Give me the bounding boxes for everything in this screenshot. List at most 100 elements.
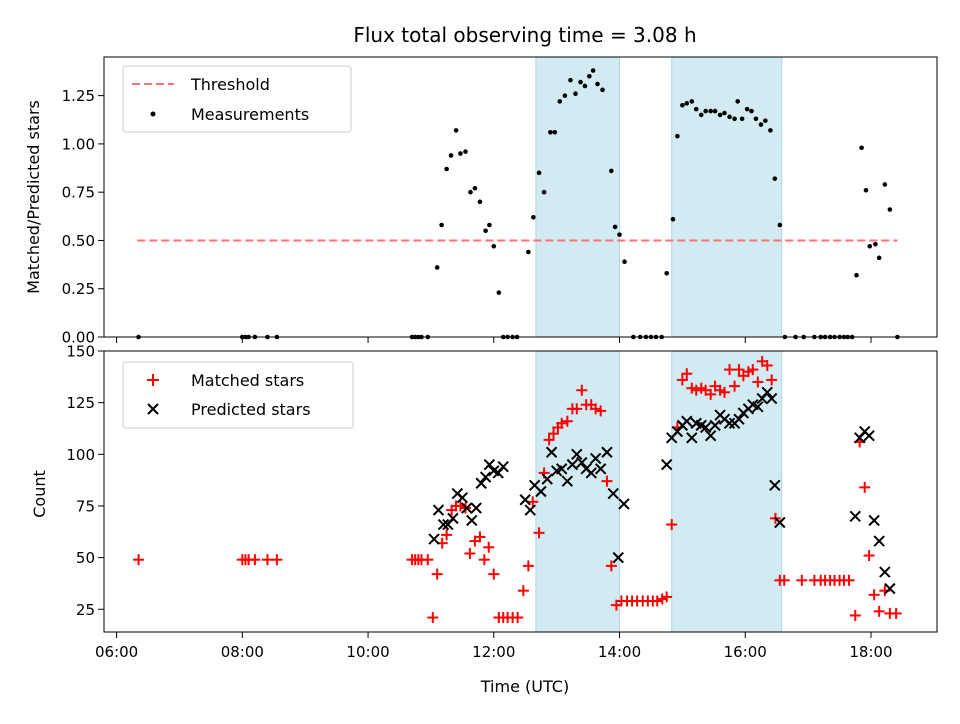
predicted-star-point-1: [428, 533, 440, 545]
predicted-star-point-21: [541, 473, 553, 485]
matched-star-point-73: [719, 386, 731, 398]
measurement-point-44: [590, 68, 596, 73]
predicted-star-point-3: [437, 518, 450, 531]
count-legend: Matched stars Predicted stars: [122, 361, 354, 429]
matched-star-point-79: [747, 364, 759, 376]
ratio-shaded-interval-2: [671, 56, 783, 338]
measurement-point-94: [854, 272, 859, 278]
count-axes-frame: [103, 350, 938, 633]
predicted-star-point-59: [765, 392, 778, 405]
matched-star-point-41: [561, 415, 573, 427]
measurement-point-77: [758, 122, 764, 127]
predicted-star-point-27: [571, 448, 583, 461]
measurement-point-39: [568, 77, 573, 83]
matched-star-point-74: [724, 364, 736, 376]
measurement-point-62: [689, 99, 695, 104]
ratio-y-tick-label: 1.00: [62, 135, 95, 153]
measurement-point-24: [487, 222, 492, 228]
predicted-star-point-28: [576, 456, 588, 469]
predicted-star-point-32: [594, 463, 607, 475]
predicted-star-point-37: [660, 458, 673, 471]
measurement-point-23: [483, 228, 488, 234]
predicted-star-point-9: [466, 514, 478, 527]
measurement-point-31: [526, 249, 531, 255]
count-x-tick-label: 06:00: [95, 643, 138, 661]
measurement-point-69: [722, 110, 727, 116]
ratio-legend: Threshold Measurements: [122, 65, 352, 133]
matched-star-point-7: [271, 554, 283, 566]
predicted-star-point-20: [535, 485, 547, 498]
measurement-point-96: [863, 187, 869, 193]
measurement-point-49: [617, 232, 622, 237]
measurement-point-74: [744, 106, 750, 112]
measurement-point-20: [468, 189, 473, 195]
matched-star-point-99: [863, 550, 875, 562]
matched-star-point-32: [517, 585, 529, 597]
measurement-point-14: [439, 222, 444, 228]
count-x-tick-label: 14:00: [598, 643, 641, 661]
measurement-point-40: [573, 91, 578, 96]
measurement-point-70: [727, 114, 732, 120]
ratio-y-tick-label: 0.25: [62, 280, 95, 298]
count-x-tick-label: 10:00: [346, 643, 389, 661]
ratio-y-ticks: 0.00 0.25 0.50 0.75 1.00 1.25: [62, 87, 104, 347]
measurement-point-50: [622, 259, 627, 264]
measurement-point-22: [477, 199, 483, 205]
predicted-star-point-31: [589, 452, 602, 465]
matched-star-point-24: [478, 554, 490, 566]
measurement-point-41: [578, 79, 583, 85]
legend-measurements-label: Measurements: [191, 105, 309, 124]
count-shaded-interval-1: [535, 350, 621, 633]
matched-star-point-12: [422, 554, 434, 566]
count-y-tick-label: 25: [76, 601, 95, 619]
ratio-y-tick-label: 0.75: [62, 184, 95, 202]
matched-star-point-38: [548, 428, 560, 440]
predicted-star-point-52: [733, 413, 745, 425]
predicted-star-point-22: [545, 446, 558, 458]
legend-measurements-swatch: [150, 111, 156, 117]
matched-star-point-40: [556, 417, 568, 429]
count-y-tick-label: 75: [76, 497, 95, 515]
matched-star-point-31: [512, 612, 524, 624]
matched-star-point-95: [843, 574, 855, 586]
matched-star-point-37: [543, 434, 555, 446]
count-x-tick-label: 08:00: [221, 643, 264, 661]
measurement-point-76: [753, 116, 759, 122]
predicted-star-point-25: [561, 475, 574, 487]
matched-star-point-34: [527, 496, 539, 508]
measurement-point-38: [562, 93, 568, 98]
measurement-point-15: [444, 166, 449, 172]
measurement-point-57: [664, 270, 669, 276]
count-x-tick-label: 16:00: [724, 643, 767, 661]
matched-star-point-86: [778, 574, 790, 586]
chart-title: Flux total observing time = 3.08 h: [353, 23, 696, 47]
predicted-star-point-47: [709, 419, 721, 432]
predicted-star-point-24: [555, 463, 568, 475]
matched-star-point-76: [733, 364, 745, 376]
predicted-star-point-17: [519, 494, 531, 506]
measurement-point-42: [582, 83, 588, 89]
measurement-point-72: [735, 99, 741, 104]
measurement-point-61: [684, 101, 690, 106]
measurement-point-18: [458, 151, 463, 156]
ratio-y-tick-label: 0.50: [62, 232, 95, 250]
measurement-point-80: [772, 176, 778, 181]
measurement-point-32: [531, 214, 536, 220]
matched-star-point-6: [261, 554, 273, 566]
measurement-point-71: [732, 116, 737, 122]
matched-star-point-67: [690, 384, 702, 396]
matched-star-point-26: [488, 568, 500, 580]
measurement-point-101: [887, 207, 893, 212]
predicted-star-point-30: [585, 467, 597, 479]
matched-star-point-50: [605, 560, 617, 572]
measurement-point-63: [693, 106, 699, 112]
measurement-point-81: [777, 222, 783, 228]
predicted-star-point-60: [769, 479, 781, 492]
predicted-star-point-61: [774, 516, 786, 529]
measurement-point-25: [491, 243, 497, 249]
predicted-star-point-2: [432, 504, 445, 516]
measurement-point-47: [609, 168, 614, 174]
matched-star-point-75: [729, 380, 741, 392]
measurement-point-16: [448, 153, 454, 158]
